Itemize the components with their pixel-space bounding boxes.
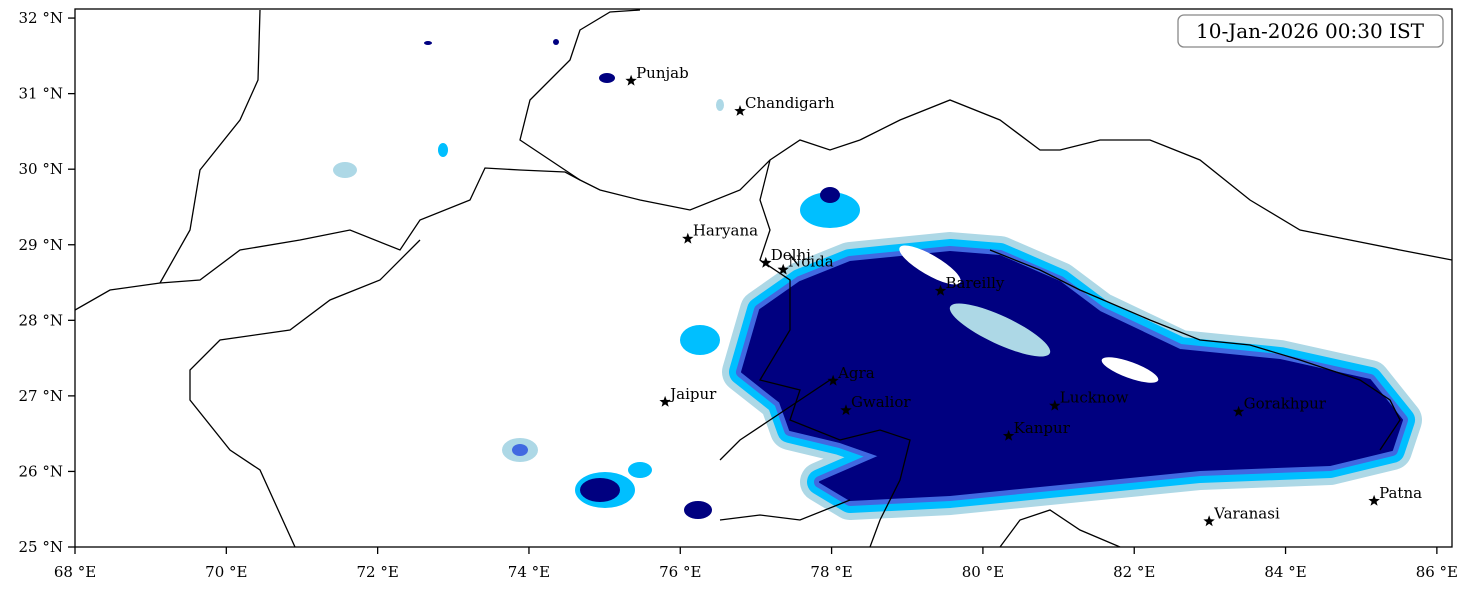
y-tick-label: 32 °N (19, 9, 63, 27)
rainfall-field (333, 39, 1402, 519)
x-tick-label: 86 °E (1416, 563, 1458, 581)
city-marker (659, 395, 671, 407)
y-tick-label: 31 °N (19, 85, 63, 103)
x-tick-label: 72 °E (356, 563, 398, 581)
city-label: Kanpur (1014, 419, 1071, 437)
y-tick-label: 28 °N (19, 311, 63, 329)
y-tick-label: 30 °N (19, 160, 63, 178)
city-label: Patna (1379, 484, 1422, 502)
city-label: Gwalior (851, 393, 911, 411)
city-marker (1049, 399, 1061, 411)
city-label: Agra (837, 364, 875, 382)
x-tick-label: 76 °E (659, 563, 701, 581)
city-marker (934, 284, 947, 296)
city-marker (682, 232, 694, 244)
timestamp: 10-Jan-2026 00:30 IST (1196, 19, 1425, 43)
city-marker (760, 256, 772, 268)
city-marker (1368, 494, 1380, 506)
city-marker (840, 404, 852, 416)
city-label: Gorakhpur (1244, 395, 1327, 413)
city-marker (625, 74, 637, 86)
x-tick-label: 68 °E (54, 563, 96, 581)
city-label: Lucknow (1060, 389, 1129, 407)
y-tick-label: 29 °N (19, 236, 63, 254)
y-tick-label: 25 °N (19, 538, 63, 556)
x-tick-label: 80 °E (962, 563, 1004, 581)
y-tick-label: 27 °N (19, 387, 63, 405)
city-marker (827, 374, 839, 386)
city-label: Punjab (636, 64, 689, 82)
city-label: Chandigarh (745, 94, 835, 112)
plot-frame (74, 8, 1453, 548)
city-label: Noida (788, 253, 834, 271)
city-label: Varanasi (1213, 504, 1280, 522)
city-label: Jaipur (668, 385, 717, 403)
borders (75, 9, 1452, 547)
x-tick-label: 82 °E (1113, 563, 1155, 581)
x-tick-label: 70 °E (205, 563, 247, 581)
timestamp-box (1177, 14, 1444, 48)
city-marker (1002, 429, 1015, 441)
x-tick-label: 78 °E (810, 563, 852, 581)
city-label: Delhi (771, 246, 811, 264)
x-tick-label: 74 °E (508, 563, 550, 581)
x-tick-label: 84 °E (1264, 563, 1306, 581)
city-marker (777, 263, 789, 275)
city-label: Bareilly (946, 274, 1005, 292)
y-tick-label: 26 °N (19, 462, 63, 480)
city-marker (734, 105, 746, 116)
city-label: Haryana (693, 222, 758, 240)
city-marker (1232, 405, 1245, 417)
city-marker (1203, 515, 1215, 527)
